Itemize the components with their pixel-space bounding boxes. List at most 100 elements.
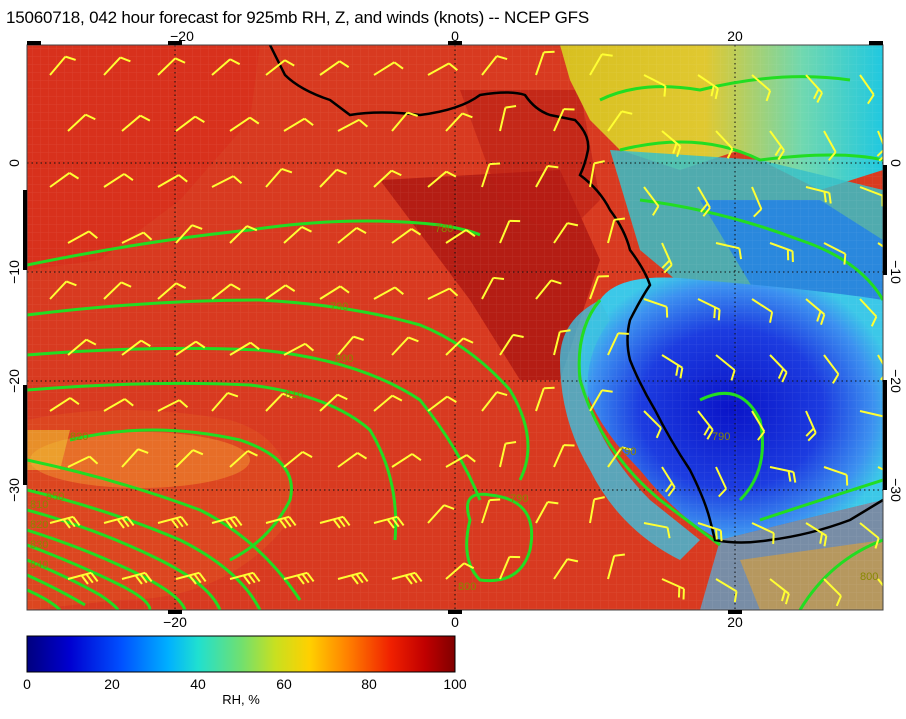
contour-sw-5 (27, 543, 152, 610)
wind-barb (769, 578, 790, 605)
wind-barb-flag (396, 516, 405, 527)
wind-barb (337, 571, 369, 585)
wind-barb-shaft (877, 466, 883, 479)
wind-barb (67, 455, 99, 468)
contour-se-1 (759, 478, 883, 522)
wind-barb-shaft (121, 448, 139, 468)
wind-barb-flag (717, 309, 721, 321)
wind-barb (481, 498, 501, 524)
wind-barb-shaft (481, 163, 491, 188)
wind-barb-flag (195, 340, 206, 349)
wind-barb (175, 571, 207, 585)
wind-barb-flag (832, 373, 840, 384)
wind-barb-shaft (859, 74, 875, 96)
wind-barb-shaft (553, 222, 569, 244)
wind-barb-shaft (445, 562, 465, 580)
wind-barb-shaft (319, 393, 339, 412)
wind-barb (391, 111, 418, 132)
wind-barb (49, 515, 81, 529)
wind-barb-flag (823, 535, 828, 547)
wind-barb-shaft (715, 242, 740, 250)
wind-barb-flag (445, 170, 457, 178)
wind-barb (769, 130, 785, 161)
wind-barb-shaft (589, 276, 600, 300)
wind-barb (607, 217, 626, 244)
wind-barb (877, 242, 883, 258)
wind-barb-flag (703, 425, 711, 436)
wind-barb (445, 454, 476, 468)
wind-barb-shaft (751, 186, 763, 210)
wind-barb-shaft (643, 522, 668, 529)
wind-barb (157, 174, 188, 188)
tick-left (23, 190, 27, 270)
wind-barb (319, 393, 348, 412)
contour-label: 790 (330, 301, 348, 313)
wind-barb (661, 130, 682, 157)
wind-barb-shaft (175, 115, 196, 132)
colorbar-tick: 20 (104, 676, 120, 692)
wind-barb-flag (411, 453, 422, 461)
wind-barb-flag (126, 516, 135, 527)
x-tick-top: −20 (170, 28, 194, 44)
wind-barb-flag (563, 444, 575, 447)
rh-texture (27, 45, 883, 610)
wind-barb (211, 391, 239, 412)
x-tick-bottom: 20 (727, 614, 743, 630)
wind-barb (481, 391, 508, 412)
wind-barb-flag (719, 530, 723, 542)
wind-barb-flag (765, 90, 772, 102)
wind-barb-flag (332, 518, 341, 529)
wind-barb-flag (733, 591, 738, 603)
wind-barb-flag (175, 282, 187, 290)
wind-barb-flag (247, 450, 258, 457)
wind-barb (823, 242, 847, 265)
wind-barb-flag (304, 342, 315, 352)
contour-sw-4 (27, 528, 187, 610)
wind-barb-shaft (445, 337, 464, 356)
wind-barb-flag (85, 113, 96, 121)
wind-barb-flag (496, 55, 508, 61)
wind-barb-shaft (859, 522, 880, 539)
wind-barb (589, 160, 605, 188)
axis-labels: −20 0 20 −20 0 20 0 −10 −20 −30 0 −10 −2… (6, 28, 904, 630)
wind-barb-flag (123, 173, 134, 181)
contour-label: 810 (30, 499, 48, 511)
wind-barb (229, 450, 258, 468)
wind-barb-flag (621, 446, 633, 451)
frame-ticks (23, 41, 887, 614)
wind-barb (103, 281, 132, 300)
wind-barb-shaft (265, 59, 286, 76)
wind-barb (175, 224, 203, 244)
wind-barb (319, 60, 350, 76)
map-svg: 780 790 800 810 820 790 790 790 800 810 … (6, 28, 904, 630)
wind-barb-shaft (49, 172, 71, 188)
wind-barb-shaft (157, 174, 180, 188)
wind-barb-shaft (607, 446, 623, 468)
wind-barb-flag (229, 517, 238, 528)
wind-barb (337, 452, 368, 468)
wind-barb-shaft (283, 117, 306, 132)
wind-barb-shaft (211, 283, 232, 300)
wind-barb (229, 341, 260, 356)
wind-barb-flag (614, 553, 626, 557)
wind-barb (121, 448, 149, 468)
wind-barb-shaft (499, 220, 511, 244)
wind-barb-shaft (481, 499, 491, 524)
wind-barb-flag (192, 449, 204, 456)
wind-barb (211, 175, 243, 188)
wind-barb-shaft (427, 504, 445, 524)
wind-barb (121, 571, 153, 585)
wind-barb-shaft (751, 522, 775, 535)
wind-barb (715, 242, 743, 260)
wind-barb (445, 229, 476, 244)
contour-sw-2 (27, 488, 262, 610)
wind-barb (697, 74, 719, 100)
tick-right (883, 380, 887, 490)
wind-barb-flag (702, 207, 711, 217)
tick-bottom (168, 610, 182, 614)
wind-barb-flag (339, 285, 350, 294)
y-tick-left: 0 (6, 159, 22, 167)
wind-barb-shaft (499, 107, 507, 132)
wind-barb-shaft (499, 334, 514, 356)
tick-top (27, 41, 41, 45)
